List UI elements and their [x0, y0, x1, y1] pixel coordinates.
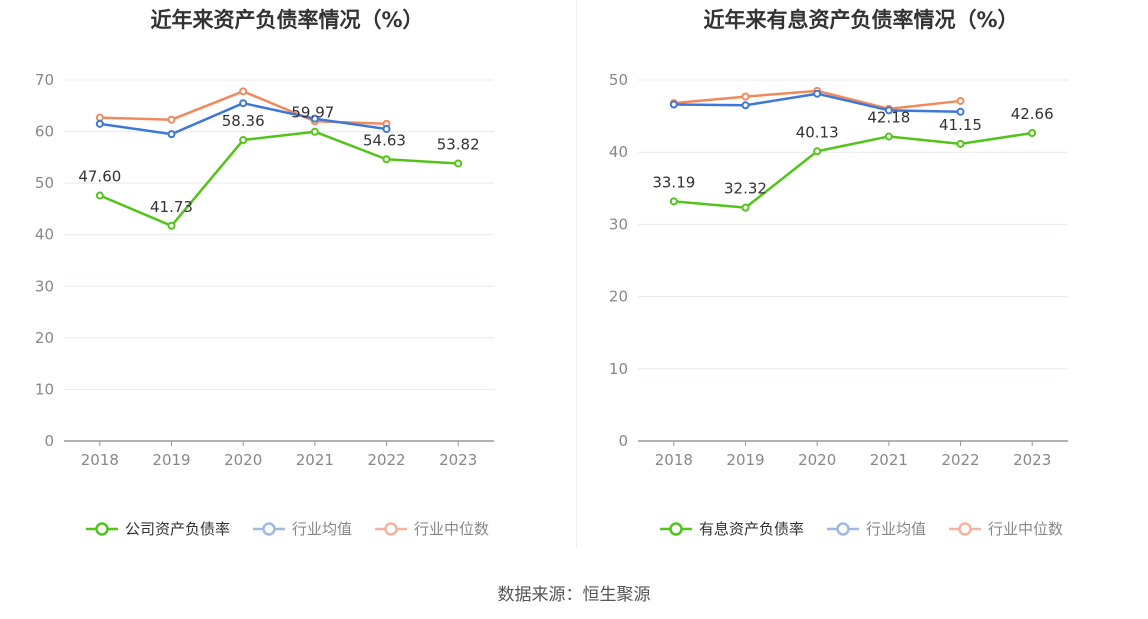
x-tick-label: 2019 — [152, 451, 190, 469]
legend-label: 行业均值 — [865, 520, 926, 538]
data-point[interactable] — [167, 221, 176, 230]
data-label: 41.73 — [150, 198, 193, 216]
chart-title: 近年来资产负债率情况（%） — [150, 8, 424, 32]
legend-line-icon — [252, 521, 285, 536]
legend: 公司资产负债率 行业均值 行业中位数 — [0, 518, 574, 539]
line-chart-left: 0 10 20 30 40 50 60 70 2018 2019 2020 2021 2022 2023 4… — [35, 71, 494, 469]
data-point[interactable] — [239, 136, 248, 145]
data-label: 32.32 — [724, 180, 767, 198]
data-label: 53.82 — [437, 135, 480, 153]
legend-label: 有息资产负债率 — [698, 520, 804, 538]
data-point[interactable] — [382, 155, 391, 164]
data-label: 33.19 — [652, 173, 695, 191]
y-tick-label: 0 — [618, 432, 628, 450]
x-tick-label: 2021 — [296, 451, 334, 469]
legend-item-industry-mean[interactable]: 行业均值 — [826, 518, 926, 539]
data-point[interactable] — [382, 124, 391, 133]
chart-panel-left: 近年来资产负债率情况（%） 0 10 20 30 40 50 60 70 2018 2019 202… — [0, 0, 574, 560]
data-point[interactable] — [884, 106, 893, 115]
y-tick-label: 50 — [609, 71, 628, 89]
y-tick-label: 10 — [35, 380, 54, 398]
y-tick-label: 70 — [35, 71, 54, 89]
data-point[interactable] — [884, 132, 893, 141]
legend-line-icon — [85, 521, 118, 536]
y-tick-label: 30 — [35, 277, 54, 295]
legend-item-industry-median[interactable]: 行业中位数 — [948, 518, 1063, 539]
y-tick-label: 30 — [609, 215, 628, 233]
data-label: 42.18 — [867, 108, 910, 126]
data-point[interactable] — [956, 107, 965, 116]
data-point[interactable] — [95, 113, 104, 122]
y-tick-label: 40 — [35, 226, 54, 244]
legend-line-icon — [659, 521, 692, 536]
data-label: 58.36 — [222, 112, 265, 130]
series-line — [673, 131, 1033, 209]
data-point[interactable] — [239, 99, 248, 108]
y-tick-label: 20 — [609, 288, 628, 306]
data-point[interactable] — [454, 159, 463, 168]
legend-label: 行业中位数 — [988, 520, 1064, 538]
x-tick-label: 2018 — [655, 451, 693, 469]
y-tick-label: 10 — [609, 360, 628, 378]
series-line — [99, 130, 459, 228]
x-tick-label: 2020 — [798, 451, 836, 469]
x-tick-label: 2021 — [870, 451, 908, 469]
x-tick-label: 2020 — [224, 451, 262, 469]
legend-item-company[interactable]: 有息资产负债率 — [659, 518, 804, 539]
y-tick-label: 50 — [35, 174, 54, 192]
legend-item-industry-median[interactable]: 行业中位数 — [374, 518, 489, 539]
y-tick-label: 20 — [35, 329, 54, 347]
data-label: 54.63 — [363, 131, 406, 149]
y-tick-label: 0 — [44, 432, 54, 450]
data-point[interactable] — [167, 130, 176, 139]
legend-line-icon — [375, 521, 407, 536]
x-tick-label: 2023 — [1013, 451, 1051, 469]
legend: 有息资产负债率 行业均值 行业中位数 — [574, 518, 1148, 539]
data-point[interactable] — [741, 203, 750, 212]
data-label: 41.15 — [939, 116, 982, 134]
legend-label: 行业中位数 — [414, 520, 490, 538]
data-point[interactable] — [956, 96, 965, 105]
data-point[interactable] — [95, 119, 104, 128]
data-point[interactable] — [239, 87, 248, 96]
data-source-note: 数据来源：恒生聚源 — [497, 585, 651, 605]
chart-title: 近年来有息资产负债率情况（%） — [703, 8, 1019, 32]
x-tick-label: 2022 — [367, 451, 405, 469]
data-point[interactable] — [669, 197, 678, 206]
data-point[interactable] — [310, 114, 319, 123]
x-tick-label: 2022 — [941, 451, 979, 469]
data-point[interactable] — [669, 100, 678, 109]
data-point[interactable] — [813, 89, 822, 98]
data-point[interactable] — [167, 115, 176, 124]
legend-line-icon — [826, 521, 859, 536]
data-point[interactable] — [813, 147, 822, 156]
legend-line-icon — [949, 521, 981, 536]
panel-divider — [576, 0, 577, 548]
legend-label: 行业均值 — [291, 520, 352, 538]
y-tick-label: 60 — [35, 123, 54, 141]
data-label: 40.13 — [796, 123, 839, 141]
data-point[interactable] — [95, 191, 104, 200]
x-tick-label: 2018 — [81, 451, 119, 469]
x-tick-label: 2023 — [439, 451, 477, 469]
x-tick-label: 2019 — [726, 451, 764, 469]
y-tick-label: 40 — [609, 143, 628, 161]
data-label: 47.60 — [78, 168, 121, 186]
legend-label: 公司资产负债率 — [124, 520, 230, 538]
data-label: 59.97 — [291, 104, 334, 122]
data-point[interactable] — [310, 127, 319, 136]
data-point[interactable] — [956, 139, 965, 148]
data-point[interactable] — [741, 92, 750, 101]
data-point[interactable] — [741, 101, 750, 110]
data-point[interactable] — [1028, 128, 1037, 137]
legend-item-company[interactable]: 公司资产负债率 — [85, 518, 230, 539]
legend-item-industry-mean[interactable]: 行业均值 — [252, 518, 352, 539]
chart-panel-right: 近年来有息资产负债率情况（%） 0 10 20 30 40 50 2018 2019 2020 2… — [574, 0, 1148, 560]
data-label: 42.66 — [1011, 105, 1054, 123]
line-chart-right: 0 10 20 30 40 50 2018 2019 2020 2021 2022 2023 33.19… — [609, 71, 1068, 469]
